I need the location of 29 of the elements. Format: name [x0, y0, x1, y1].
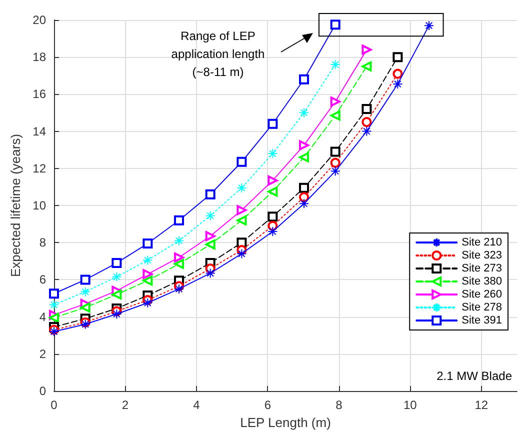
- x-tick-label: 0: [50, 398, 58, 412]
- y-tick-label: 16: [32, 87, 46, 102]
- y-tick-label: 0: [39, 384, 46, 398]
- annotation: 2.1 MW Blade: [436, 369, 512, 383]
- y-axis-title: Expected lifetime (years): [8, 134, 23, 278]
- x-tick-label: 6: [264, 398, 272, 412]
- y-tick-label: 12: [32, 161, 46, 176]
- legend-label: Site 380: [462, 276, 502, 288]
- y-tick-label: 2: [39, 346, 46, 361]
- y-tick-label: 20: [32, 13, 46, 27]
- legend-label: Site 278: [462, 302, 502, 314]
- y-tick-label: 10: [32, 198, 46, 212]
- y-tick-label: 8: [39, 236, 46, 250]
- x-tick-label: 10: [403, 398, 418, 412]
- legend-label: Site 260: [462, 288, 502, 300]
- x-axis-title: LEP Length (m): [240, 414, 331, 430]
- x-tick-label: 2: [122, 398, 129, 412]
- legend-label: Site 210: [462, 236, 502, 248]
- annotation: Range of LEP application length (~8-11 m): [171, 29, 265, 79]
- y-tick-label: 18: [32, 50, 46, 64]
- legend-label: Site 273: [462, 262, 502, 274]
- legend-label: Site 323: [462, 250, 502, 262]
- y-tick-label: 4: [39, 310, 46, 324]
- x-tick-label: 4: [193, 398, 200, 412]
- y-tick-label: 14: [32, 124, 46, 138]
- legend-label: Site 391: [462, 314, 502, 326]
- y-tick-label: 6: [39, 272, 46, 287]
- x-tick-label: 8: [336, 398, 343, 412]
- x-tick-label: 12: [474, 398, 488, 412]
